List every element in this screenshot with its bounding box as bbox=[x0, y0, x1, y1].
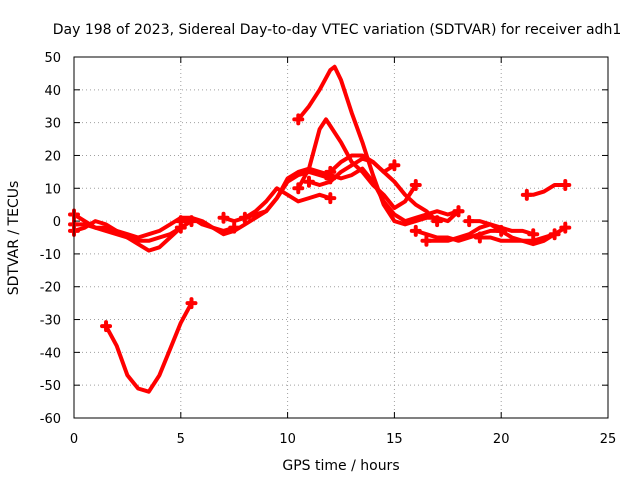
series-point-marker bbox=[420, 234, 433, 247]
series-point-marker bbox=[559, 221, 572, 234]
series-arc9 bbox=[296, 117, 418, 210]
series-point-marker bbox=[463, 215, 476, 228]
x-tick-label: 25 bbox=[600, 432, 617, 447]
series-point-marker bbox=[409, 224, 422, 237]
y-tick-label: -50 bbox=[40, 379, 61, 394]
y-tick-label: 40 bbox=[44, 84, 61, 99]
y-tick-label: -20 bbox=[40, 281, 61, 296]
x-tick-label: 0 bbox=[70, 432, 78, 447]
y-tick-label: 20 bbox=[44, 149, 61, 164]
series-arc6 bbox=[221, 166, 461, 224]
axis-ticks: 0 5 10 15 20 25 -60 -50 -40 -30 -20 -10 0 10 20 30 40 50 bbox=[40, 51, 617, 447]
y-tick-label: -30 bbox=[40, 314, 61, 329]
series-point-marker bbox=[559, 178, 572, 191]
y-tick-label: -10 bbox=[40, 248, 61, 263]
y-tick-label: -40 bbox=[40, 346, 61, 361]
y-tick-label: 0 bbox=[53, 215, 61, 230]
x-axis-label: GPS time / hours bbox=[282, 458, 399, 474]
x-tick-label: 15 bbox=[386, 432, 403, 447]
series-point-marker bbox=[473, 231, 486, 244]
series-point-marker bbox=[520, 188, 533, 201]
x-tick-label: 10 bbox=[279, 432, 296, 447]
series-point-marker bbox=[238, 211, 251, 224]
series-point-marker bbox=[324, 192, 337, 205]
series-point-marker bbox=[452, 205, 465, 218]
series-arc15 bbox=[467, 219, 557, 247]
series-arc11 bbox=[328, 153, 440, 224]
series-point-marker bbox=[292, 182, 305, 195]
plot-frame bbox=[73, 56, 609, 419]
y-tick-label: 30 bbox=[44, 117, 61, 132]
y-axis-label: SDTVAR / TECUs bbox=[6, 181, 22, 296]
series-point-marker bbox=[324, 165, 337, 178]
x-tick-label: 20 bbox=[493, 432, 510, 447]
series-point-marker bbox=[302, 175, 315, 188]
series-point-marker bbox=[174, 215, 187, 228]
series-point-marker bbox=[388, 159, 401, 172]
series-point-marker bbox=[431, 215, 444, 228]
series-point-marker bbox=[292, 113, 305, 126]
x-tick-label: 5 bbox=[177, 432, 185, 447]
series-arc12 bbox=[413, 228, 504, 243]
series-arc16 bbox=[524, 183, 568, 197]
series-arc8 bbox=[296, 64, 461, 227]
series-point-marker bbox=[548, 228, 561, 241]
series-arc1 bbox=[104, 301, 194, 394]
y-tick-label: -60 bbox=[40, 412, 61, 427]
series-arc3 bbox=[72, 219, 183, 253]
series-point-marker bbox=[100, 320, 113, 333]
series-point-marker bbox=[527, 228, 540, 241]
series-point-marker bbox=[409, 178, 422, 191]
series-arc7 bbox=[242, 186, 333, 220]
series-arc13 bbox=[424, 222, 536, 243]
gridlines bbox=[74, 57, 608, 418]
data-series-group bbox=[68, 64, 572, 394]
chart-title: Day 198 of 2023, Sidereal Day-to-day VTE… bbox=[53, 22, 621, 38]
series-point-marker bbox=[217, 211, 230, 224]
series-point-marker bbox=[185, 297, 198, 310]
y-tick-label: 50 bbox=[44, 51, 61, 66]
y-tick-label: 10 bbox=[44, 182, 61, 197]
